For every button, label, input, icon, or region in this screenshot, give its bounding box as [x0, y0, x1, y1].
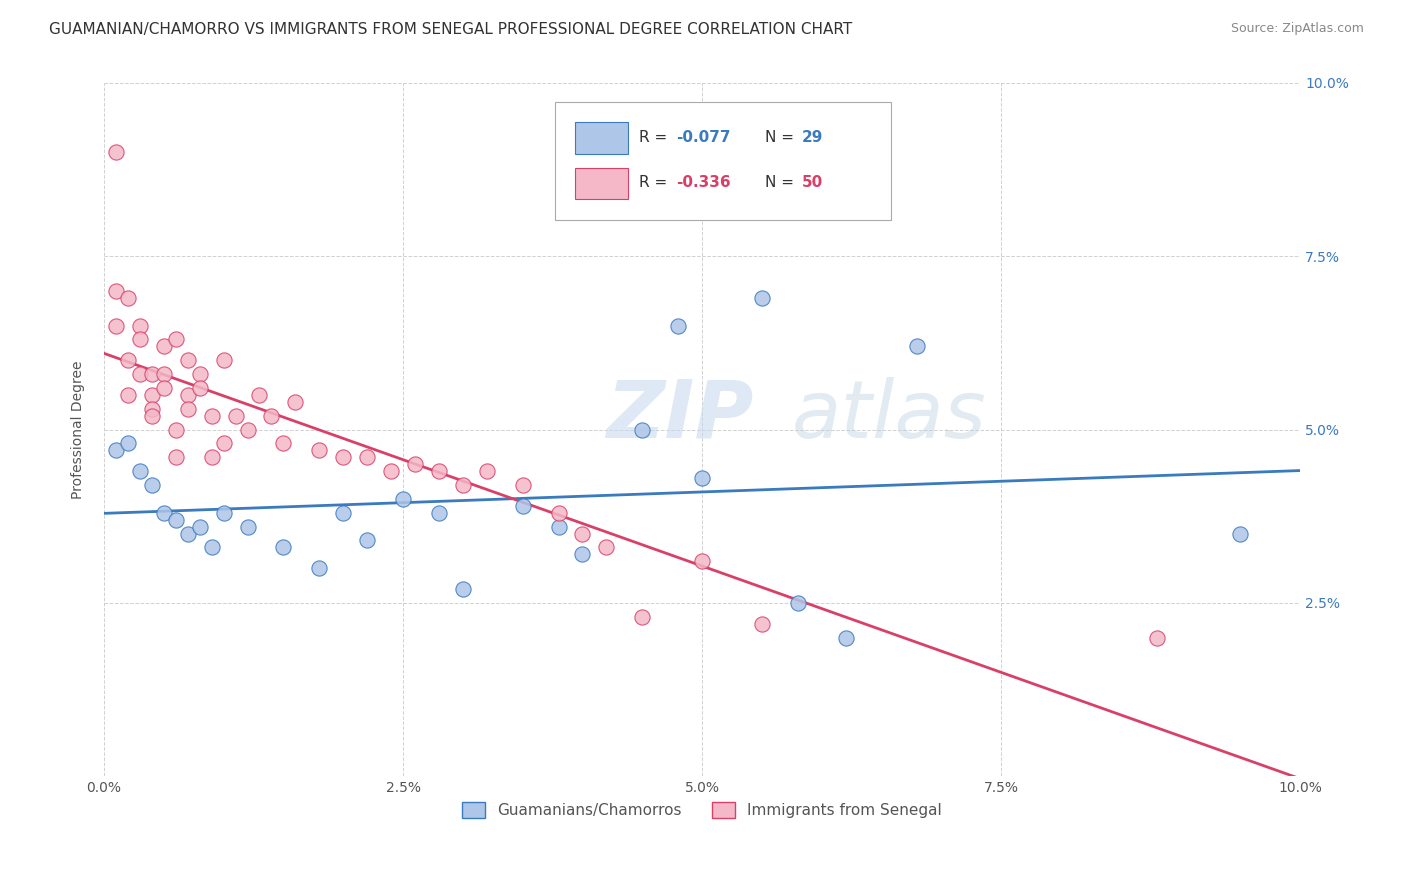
Point	[104, 318, 127, 333]
Text: N =: N =	[765, 175, 799, 190]
Point	[177, 401, 200, 416]
Point	[512, 478, 534, 492]
Point	[356, 533, 378, 548]
Point	[141, 388, 163, 402]
Point	[165, 513, 187, 527]
Point	[128, 367, 150, 381]
Point	[512, 499, 534, 513]
Point	[117, 353, 139, 368]
Point	[273, 436, 295, 450]
Point	[165, 333, 187, 347]
Point	[392, 491, 415, 506]
Point	[380, 464, 402, 478]
Legend: Guamanians/Chamorros, Immigrants from Senegal: Guamanians/Chamorros, Immigrants from Se…	[456, 796, 948, 824]
Point	[666, 318, 689, 333]
Point	[690, 554, 713, 568]
Point	[104, 145, 127, 160]
Point	[427, 506, 450, 520]
Point	[188, 367, 211, 381]
Point	[201, 450, 224, 465]
Point	[451, 478, 474, 492]
Point	[595, 541, 617, 555]
Point	[905, 339, 928, 353]
Text: Source: ZipAtlas.com: Source: ZipAtlas.com	[1230, 22, 1364, 36]
Point	[212, 353, 235, 368]
Point	[427, 464, 450, 478]
Point	[152, 367, 174, 381]
Point	[547, 506, 569, 520]
Text: 29: 29	[801, 130, 823, 145]
Point	[177, 388, 200, 402]
Point	[128, 464, 150, 478]
Point	[141, 478, 163, 492]
Point	[188, 381, 211, 395]
Point	[404, 457, 426, 471]
Point	[451, 582, 474, 596]
Text: R =: R =	[638, 130, 672, 145]
Point	[571, 526, 593, 541]
FancyBboxPatch shape	[575, 168, 628, 200]
Text: 50: 50	[801, 175, 823, 190]
Point	[690, 471, 713, 485]
Point	[201, 409, 224, 423]
FancyBboxPatch shape	[575, 122, 628, 154]
Point	[177, 526, 200, 541]
Point	[165, 423, 187, 437]
Point	[141, 367, 163, 381]
Point	[834, 631, 856, 645]
Text: -0.077: -0.077	[676, 130, 730, 145]
Point	[117, 388, 139, 402]
Point	[475, 464, 498, 478]
Point	[1146, 631, 1168, 645]
Point	[236, 519, 259, 533]
Point	[332, 506, 354, 520]
Point	[152, 506, 174, 520]
Point	[249, 388, 271, 402]
Point	[236, 423, 259, 437]
Point	[308, 561, 330, 575]
Point	[141, 409, 163, 423]
Point	[165, 450, 187, 465]
FancyBboxPatch shape	[555, 102, 891, 220]
Point	[152, 381, 174, 395]
Point	[104, 284, 127, 298]
Point	[128, 333, 150, 347]
Point	[631, 423, 654, 437]
Point	[117, 436, 139, 450]
Text: R =: R =	[638, 175, 672, 190]
Text: N =: N =	[765, 130, 799, 145]
Point	[201, 541, 224, 555]
Point	[152, 339, 174, 353]
Point	[212, 436, 235, 450]
Text: GUAMANIAN/CHAMORRO VS IMMIGRANTS FROM SENEGAL PROFESSIONAL DEGREE CORRELATION CH: GUAMANIAN/CHAMORRO VS IMMIGRANTS FROM SE…	[49, 22, 852, 37]
Point	[547, 519, 569, 533]
Point	[177, 353, 200, 368]
Point	[188, 519, 211, 533]
Point	[631, 609, 654, 624]
Point	[273, 541, 295, 555]
Point	[212, 506, 235, 520]
Point	[1229, 526, 1251, 541]
Point	[104, 443, 127, 458]
Point	[117, 291, 139, 305]
Point	[128, 318, 150, 333]
Point	[141, 401, 163, 416]
Point	[225, 409, 247, 423]
Point	[332, 450, 354, 465]
Point	[751, 291, 773, 305]
Point	[356, 450, 378, 465]
Text: atlas: atlas	[792, 376, 987, 455]
Point	[284, 394, 307, 409]
Y-axis label: Professional Degree: Professional Degree	[72, 360, 86, 499]
Point	[260, 409, 283, 423]
Text: -0.336: -0.336	[676, 175, 730, 190]
Point	[571, 547, 593, 561]
Point	[308, 443, 330, 458]
Point	[751, 616, 773, 631]
Point	[786, 596, 808, 610]
Text: ZIP: ZIP	[606, 376, 754, 455]
